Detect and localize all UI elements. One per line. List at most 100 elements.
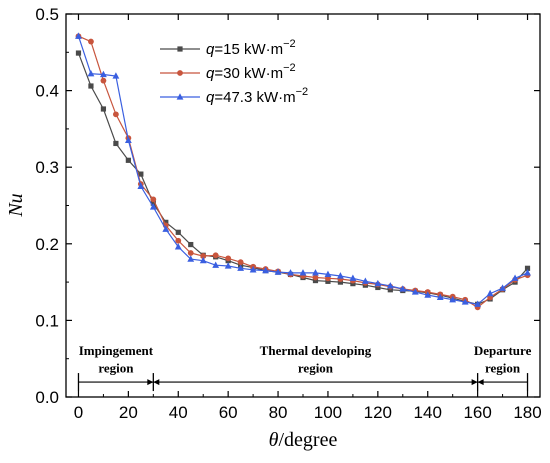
data-point [436,293,444,301]
legend-label: q=47.3 kW·m−2 [206,86,308,106]
data-point [399,285,407,292]
legend-marker [177,70,183,76]
data-point [524,269,531,276]
data-point [274,268,282,275]
data-point [100,106,107,112]
y-tick-label: 0.3 [35,158,59,177]
data-point [212,261,220,268]
data-point [337,272,344,279]
data-point [138,171,144,177]
region-label: region [298,360,334,375]
data-point [511,274,519,281]
x-tick-label: 20 [119,403,138,422]
region-label: Impingement [79,343,154,358]
data-point [486,289,494,297]
x-tick-label: 120 [364,403,392,422]
data-point [75,32,82,39]
data-point [225,255,232,262]
legend-label-symbol: q [206,89,215,106]
data-point [125,157,131,163]
data-point [237,259,244,266]
data-point [262,266,269,274]
data-point [249,266,257,273]
data-point [349,274,357,281]
x-tick-label: 80 [269,403,288,422]
data-point [287,269,294,276]
data-point [361,277,369,284]
region-label: Thermal developing [260,343,372,358]
data-point [188,241,194,248]
data-point [175,237,182,244]
y-tick-label: 0.0 [35,388,59,407]
data-point [162,225,170,232]
region-arrow-head [147,379,154,386]
region-label: region [98,360,134,375]
legend-label-symbol: q [206,65,215,82]
region-arrow-head [477,379,484,386]
y-tick-label: 0.5 [35,5,59,24]
data-point [75,50,82,56]
data-point [88,38,94,45]
y-axis-title: Nu [5,193,27,217]
data-point [174,243,182,250]
regions-layer: Impingement region Thermal developing regio… [77,343,532,392]
data-point [325,278,331,284]
series-group [75,33,531,311]
legend-label-text: =30 kW·m [214,65,283,82]
data-point [474,300,482,307]
legend-label-superscript: −2 [283,62,296,74]
series-layer [75,32,531,311]
legend-label: q=30 kW·m−2 [206,62,296,82]
data-point [337,279,344,285]
x-tick-label: 100 [314,403,342,422]
legend-label-superscript: −2 [283,38,296,50]
data-point [124,136,132,143]
data-point [299,269,307,276]
data-point [224,262,232,269]
data-point [100,70,107,78]
data-point [112,111,119,118]
legend-label-superscript: −2 [296,86,309,98]
data-point [312,277,319,284]
x-tick-label: 180 [513,403,541,422]
data-point [150,196,157,203]
x-axis-unit: /degree [278,429,337,451]
data-point [199,256,207,264]
ticks-layer: 0 20 40 60 80 100 120 140 160 180 0.0 0.1 0.2 0.3 0.4 0… [35,5,541,422]
data-point [312,269,319,276]
data-point [386,282,394,289]
data-point [499,284,506,291]
data-point [461,298,469,305]
region-arrow-head [153,379,160,386]
data-point [411,288,419,295]
data-point [350,281,356,287]
data-point [375,284,381,291]
y-tick-label: 0.1 [35,311,59,330]
legend-label-text: =15 kW·m [214,41,283,58]
data-point [200,253,207,259]
data-point [449,295,457,303]
x-tick-label: 160 [463,403,491,422]
series-line [77,36,528,305]
legend-marker [177,46,183,52]
region-label: Departure [474,343,532,358]
data-point [187,250,194,256]
data-point [88,83,94,89]
data-point [424,291,432,298]
series-group [75,32,531,307]
data-point [187,255,195,262]
data-point [312,274,319,281]
series-line [78,35,528,309]
data-point [149,203,157,210]
data-point [387,287,393,293]
legend: q=15 kW·m−2q=30 kW·m−2q=47.3 kW·m−2 [160,38,308,106]
data-point [237,264,245,271]
legend-label-text: =47.3 kW·m [214,89,295,106]
data-point [112,72,120,79]
x-tick-label: 60 [219,403,238,422]
legend-marker [176,93,184,100]
y-tick-label: 0.2 [35,235,59,254]
x-tick-label: 0 [74,403,83,422]
